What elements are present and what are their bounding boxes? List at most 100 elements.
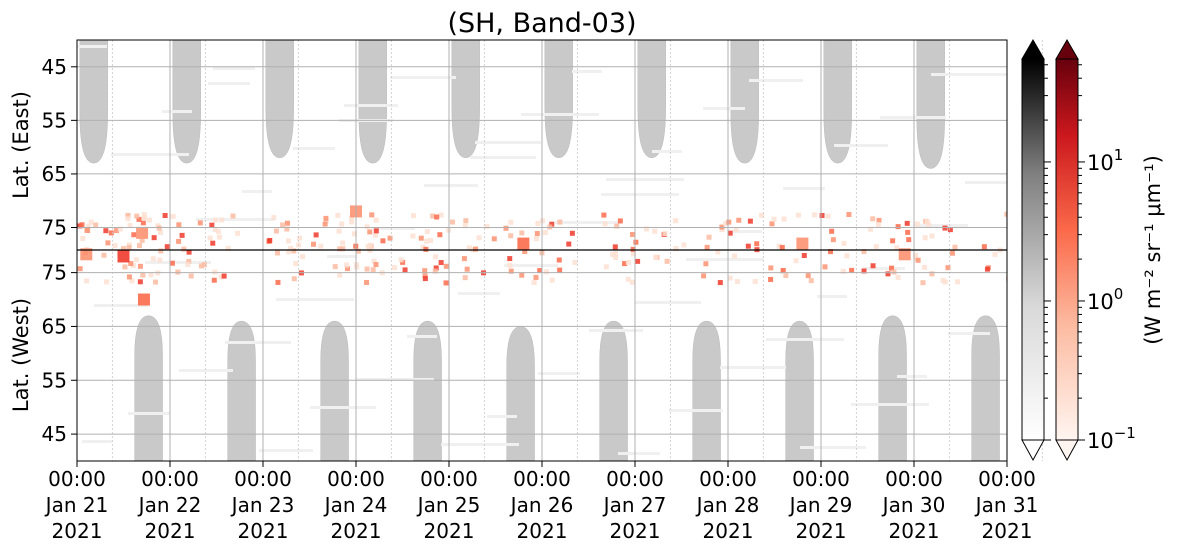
- emission-cell: [164, 244, 170, 250]
- emission-cell: [284, 226, 290, 232]
- emission-cell: [112, 243, 118, 249]
- x-tick-label: 00:00 Jan 21 2021: [44, 467, 109, 543]
- emission-cell: [535, 220, 541, 226]
- y-label-west: Lat. (West): [9, 298, 33, 412]
- emission-cell: [275, 250, 281, 256]
- sunlit-cap-east: [265, 40, 294, 159]
- faint-streak: [504, 264, 558, 267]
- emission-cell: [221, 273, 227, 279]
- emission-cell: [984, 266, 990, 272]
- emission-cell: [137, 279, 143, 285]
- emission-cell: [715, 249, 721, 255]
- emission-cell: [664, 258, 670, 264]
- colorbar-tick-label: 10−1: [1087, 424, 1136, 453]
- emission-cell: [344, 262, 350, 268]
- faint-streak: [965, 181, 1007, 184]
- x-axis: 00:00 Jan 21 2021 00:00 Jan 22 2021 00:00 Jan 2…: [44, 461, 1038, 543]
- emission-cell: [422, 276, 428, 282]
- emission-cell: [808, 278, 814, 284]
- emission-cell: [992, 251, 998, 257]
- emission-cell: [533, 236, 539, 242]
- emission-cell: [293, 261, 299, 267]
- emission-cell: [543, 269, 549, 275]
- emission-cell: [736, 217, 742, 223]
- faint-streak: [390, 76, 456, 79]
- emission-cell: [349, 215, 355, 221]
- emission-cell: [212, 217, 218, 223]
- emission-cell: [210, 240, 216, 246]
- sunlit-cap-west: [599, 320, 628, 461]
- emission-cell: [235, 230, 241, 236]
- faint-streak: [327, 255, 357, 258]
- emission-cell: [141, 211, 147, 217]
- emission-cell: [125, 216, 131, 222]
- emission-cell: [727, 275, 733, 281]
- emission-cell: [344, 266, 350, 272]
- faint-streak: [196, 218, 274, 221]
- emission-cell: [629, 231, 635, 237]
- emission-cell: [795, 212, 801, 218]
- faint-streak: [475, 141, 541, 144]
- emission-cell: [323, 215, 329, 221]
- emission-cell: [367, 229, 373, 235]
- faint-streak: [686, 258, 764, 261]
- x-tick-label: 00:00 Jan 26 2021: [509, 467, 574, 543]
- emission-cell: [88, 219, 94, 225]
- emission-patch: [517, 237, 530, 250]
- faint-streak: [213, 67, 255, 70]
- emission-cell: [122, 264, 128, 270]
- emission-cell: [450, 219, 456, 225]
- emission-cell: [433, 265, 439, 271]
- faint-streak: [720, 366, 786, 369]
- emission-cell: [929, 271, 935, 277]
- emission-cell: [370, 267, 376, 273]
- emission-cell: [885, 271, 891, 277]
- emission-cell: [612, 244, 618, 250]
- emission-cell: [373, 217, 379, 223]
- emission-cell: [507, 262, 513, 268]
- emission-cell: [162, 213, 168, 219]
- colorbar-reds: [1055, 39, 1079, 462]
- emission-cell: [466, 245, 472, 251]
- emission-cell: [673, 218, 679, 224]
- emission-cell: [895, 275, 901, 281]
- emission-cell: [890, 238, 896, 244]
- emission-cell: [332, 264, 338, 270]
- sunlit-cap-east: [823, 40, 852, 164]
- emission-cell: [103, 279, 109, 285]
- emission-cell: [731, 253, 737, 259]
- sunlit-cap-west: [692, 320, 721, 461]
- emission-cell: [380, 238, 386, 244]
- x-tick-label: 00:00 Jan 22 2021: [137, 467, 202, 543]
- emission-cell: [198, 263, 204, 269]
- emission-cell: [126, 244, 132, 250]
- emission-cell: [420, 244, 426, 250]
- emission-cell: [140, 220, 146, 226]
- emission-cell: [922, 264, 928, 270]
- emission-cell: [288, 245, 294, 251]
- emission-cell: [422, 273, 428, 279]
- faint-streak: [555, 221, 621, 224]
- emission-cell: [914, 221, 920, 227]
- faint-streak: [344, 104, 398, 107]
- emission-cell: [121, 246, 127, 252]
- emission-cell: [140, 272, 146, 278]
- emission-cell: [286, 249, 292, 255]
- emission-cell: [519, 272, 525, 278]
- sunlit-cap-east: [79, 40, 108, 164]
- emission-cell: [85, 228, 91, 234]
- emission-patch: [80, 248, 93, 261]
- emission-cell: [349, 219, 355, 225]
- emission-cell: [373, 262, 379, 268]
- emission-cell: [776, 243, 782, 249]
- emission-cell: [157, 257, 163, 263]
- faint-streak: [538, 372, 580, 375]
- emission-cell: [484, 223, 490, 229]
- emission-cell: [706, 234, 712, 240]
- emission-cell: [185, 262, 191, 268]
- emission-cell: [291, 276, 297, 282]
- emission-cell: [793, 258, 799, 264]
- sunlit-cap-east: [544, 40, 573, 159]
- emission-cell: [841, 240, 847, 246]
- x-tick-label: 00:00 Jan 27 2021: [602, 467, 667, 543]
